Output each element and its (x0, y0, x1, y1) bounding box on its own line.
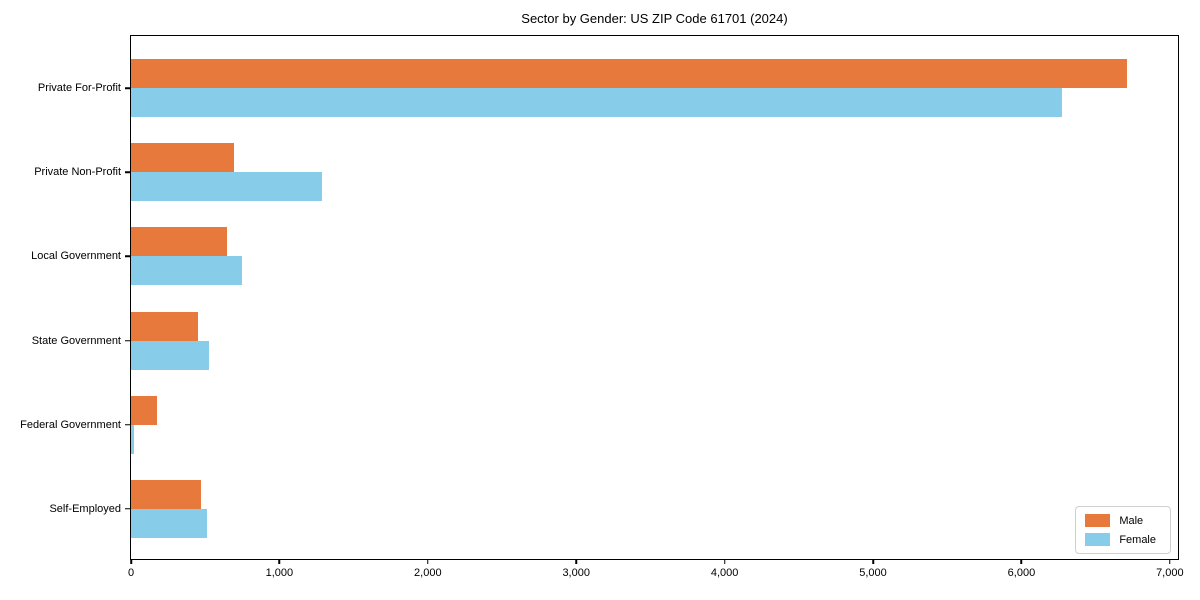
category-row: Private Non-Profit (34, 130, 1178, 214)
bar-male (131, 311, 198, 341)
plot-area: Private For-Profit Private Non-Profit Loca… (20, 35, 1184, 579)
legend-label: Female (1119, 533, 1156, 546)
category-row: Self-Employed (49, 467, 1178, 551)
x-tick-label: 0 (127, 567, 135, 579)
category-row: Local Government (31, 214, 1178, 298)
x-tick-mark (575, 559, 577, 564)
chart-title: Sector by Gender: US ZIP Code 61701 (202… (521, 11, 788, 26)
y-tick-mark (124, 171, 130, 173)
y-tick-label: Private For-Profit (37, 82, 121, 95)
bar-female (131, 340, 209, 370)
y-tick-label: Self-Employed (49, 502, 121, 515)
bar-male (131, 227, 227, 257)
bar-female (131, 88, 1062, 118)
y-tick-mark (124, 424, 130, 426)
x-tick-label: 3,000 (562, 567, 590, 579)
legend-entry-female: Female (1085, 533, 1156, 546)
bar-female (131, 424, 135, 454)
bar-male (131, 395, 157, 425)
legend-label: Male (1119, 514, 1144, 527)
y-tick-label: Federal Government (20, 418, 121, 431)
x-tick-label: 5,000 (859, 567, 887, 579)
y-tick-mark (124, 255, 130, 258)
x-tick-mark (872, 559, 874, 564)
x-tick-label: 2,000 (414, 567, 442, 579)
bar-female (131, 256, 242, 286)
y-tick-label: Private Non-Profit (34, 166, 121, 179)
bar-rows: Private For-Profit Private Non-Profit Loca… (20, 36, 1178, 559)
bar-male (131, 143, 235, 173)
y-tick-mark (124, 508, 130, 510)
bar-male (131, 59, 1128, 89)
category-row: Private For-Profit (38, 46, 1178, 130)
y-tick-label: Local Government (31, 250, 121, 263)
legend-entry-male: Male (1085, 514, 1156, 527)
x-tick-mark (130, 559, 132, 564)
legend: Male Female (1075, 506, 1171, 554)
x-tick-label: 6,000 (1007, 567, 1036, 579)
x-tick-mark (1020, 559, 1023, 564)
category-row: Federal Government (20, 383, 1178, 467)
y-tick-label: State Government (31, 334, 121, 347)
x-tick-label: 7,000 (1156, 567, 1184, 579)
category-row: State Government (32, 299, 1178, 383)
legend-swatch-male (1085, 514, 1111, 527)
x-tick-label: 4,000 (710, 567, 739, 579)
legend-swatch-female (1085, 533, 1111, 546)
x-tick-mark (723, 559, 726, 564)
y-tick-mark (124, 339, 130, 342)
x-tick-mark (1169, 559, 1171, 564)
bar-male (131, 479, 201, 509)
x-tick-label: 1,000 (265, 567, 294, 579)
y-tick-mark (124, 87, 130, 89)
bar-female (131, 172, 322, 202)
bar-female (131, 508, 207, 538)
x-tick-mark (427, 559, 429, 564)
x-tick-mark (278, 559, 281, 564)
